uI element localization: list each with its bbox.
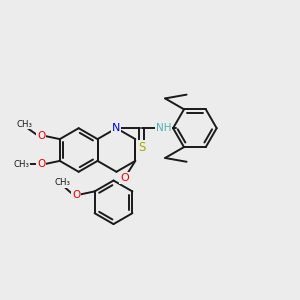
Text: CH₃: CH₃: [16, 120, 32, 129]
Text: CH₃: CH₃: [13, 160, 29, 169]
Text: O: O: [72, 190, 80, 200]
Text: CH₃: CH₃: [55, 178, 71, 187]
Text: S: S: [138, 141, 145, 154]
Text: O: O: [120, 173, 129, 183]
Text: NH: NH: [155, 123, 171, 133]
Text: N: N: [112, 123, 121, 133]
Text: O: O: [37, 159, 45, 169]
Text: O: O: [37, 131, 45, 141]
